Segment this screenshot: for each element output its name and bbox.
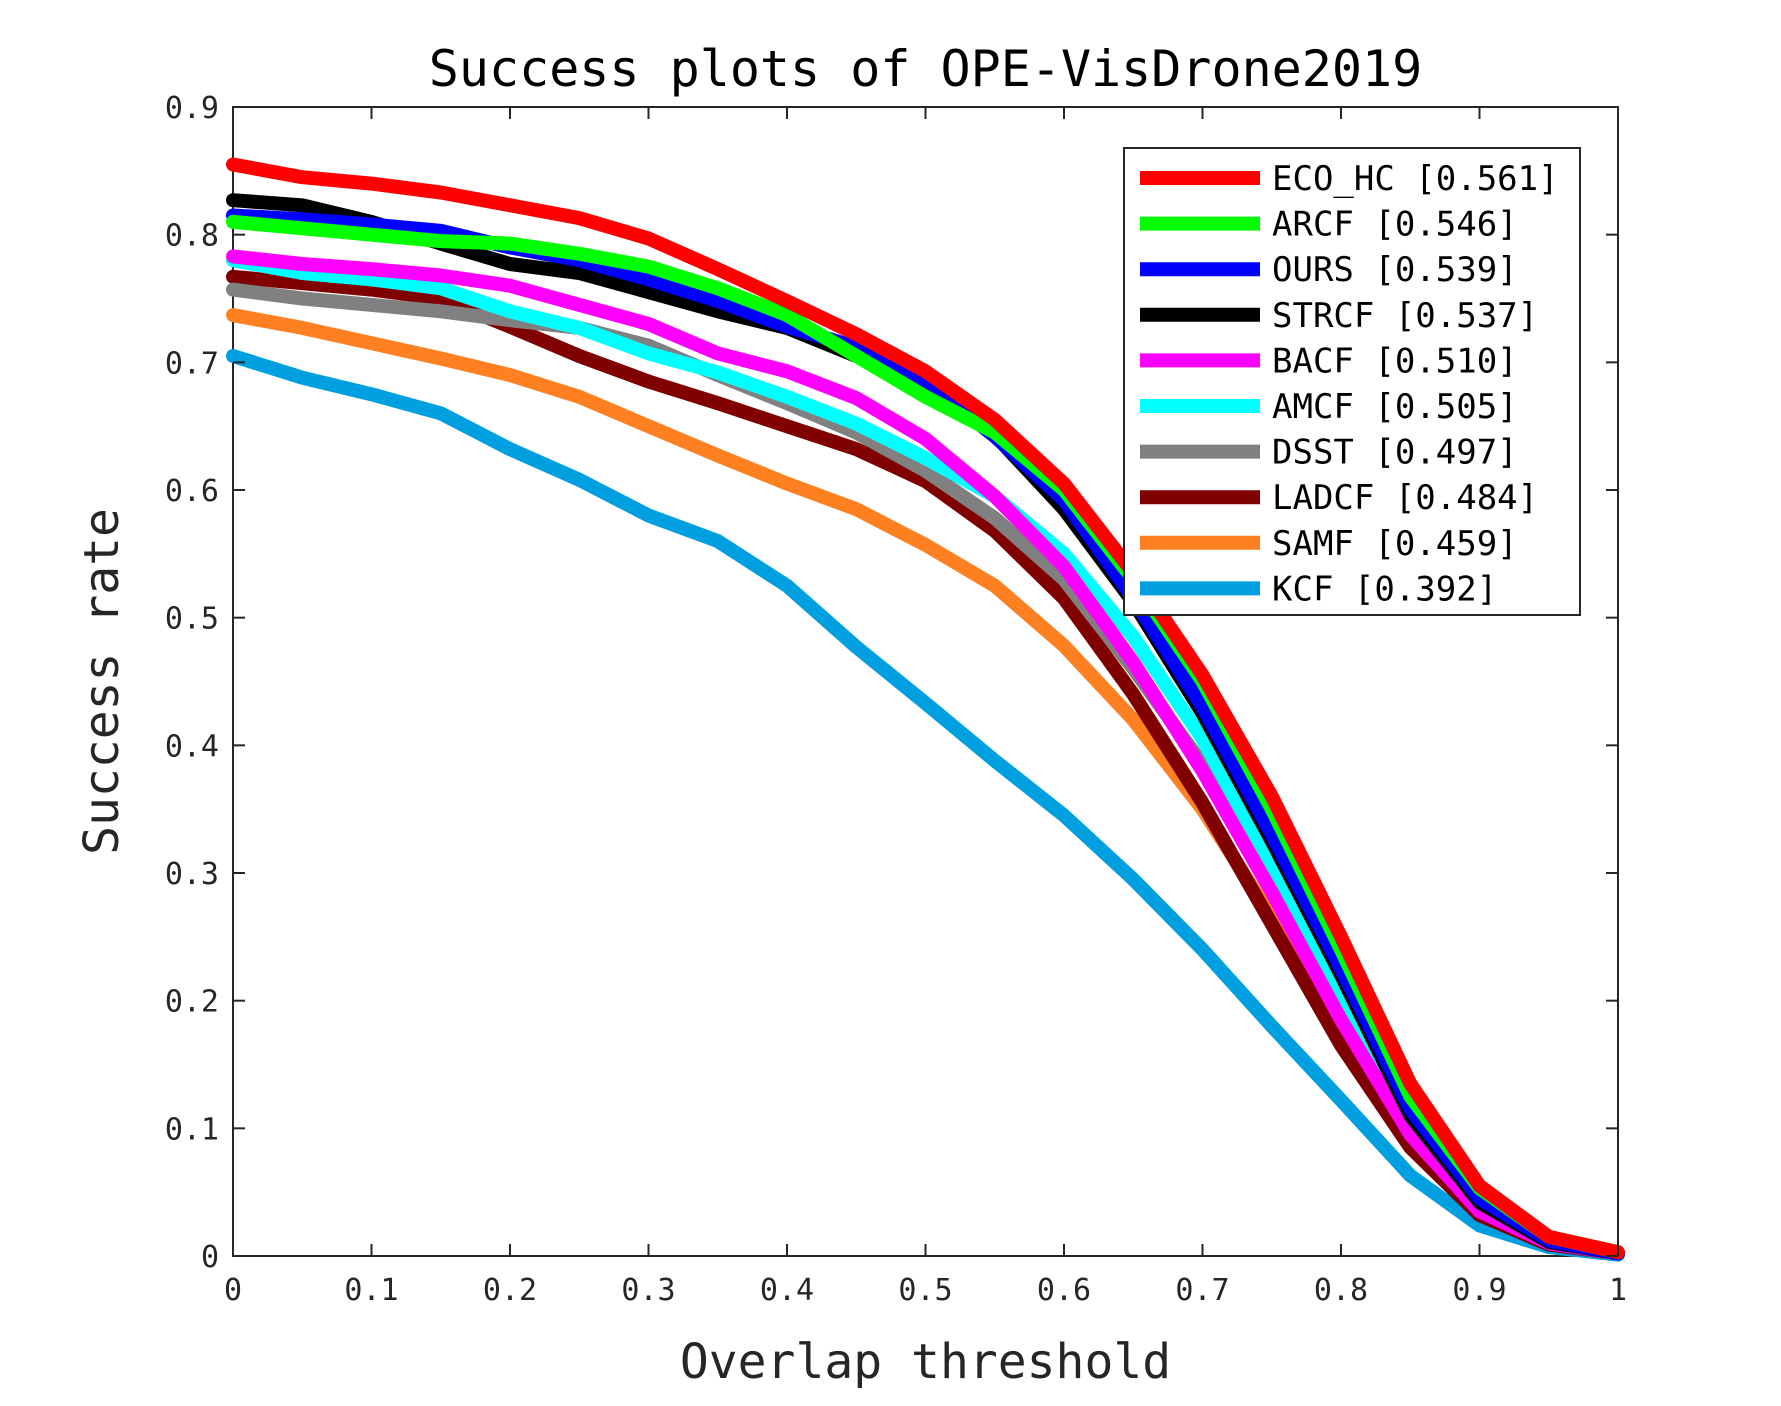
- y-tick-label: 0.4: [165, 729, 219, 764]
- y-tick-label: 0.7: [165, 346, 219, 381]
- x-axis-label: Overlap threshold: [680, 1334, 1171, 1390]
- x-tick-label: 0: [224, 1273, 242, 1308]
- legend-label-ladcf: LADCF [0.484]: [1272, 478, 1538, 518]
- x-tick-label: 0.6: [1037, 1273, 1091, 1308]
- legend-label-amcf: AMCF [0.505]: [1272, 387, 1518, 427]
- legend-label-kcf: KCF [0.392]: [1272, 569, 1497, 609]
- y-tick-label: 0.2: [165, 985, 219, 1020]
- series-line-kcf: [226, 349, 1625, 1262]
- legend-label-ours: OURS [0.539]: [1272, 250, 1518, 290]
- y-tick-label: 0.6: [165, 474, 219, 509]
- x-tick-label: 0.8: [1314, 1273, 1368, 1308]
- legend: ECO_HC [0.561] ARCF [0.546] OURS [0.539] ST…: [1123, 147, 1581, 616]
- y-axis-label: Success rate: [74, 508, 130, 855]
- legend-label-bacf: BACF [0.510]: [1272, 341, 1518, 381]
- y-tick-label: 0: [201, 1240, 219, 1275]
- x-tick-label: 0.4: [760, 1273, 814, 1308]
- x-tick-label: 0.2: [483, 1273, 537, 1308]
- y-tick-label: 0.3: [165, 857, 219, 892]
- legend-label-eco-hc: ECO_HC [0.561]: [1272, 159, 1559, 199]
- series-layer: [226, 157, 1625, 1262]
- x-tick-label: 0.3: [621, 1273, 675, 1308]
- series-line-eco-hc: [226, 157, 1625, 1260]
- x-axis-ticks: 0 0.1 0.2 0.3 0.4 0.5 0.6 0.7 0.8 0.9 1: [224, 107, 1627, 1308]
- x-tick-label: 1: [1609, 1273, 1627, 1308]
- legend-label-dsst: DSST [0.497]: [1272, 433, 1518, 473]
- y-tick-label: 0.8: [165, 219, 219, 254]
- legend-label-arcf: ARCF [0.546]: [1272, 205, 1518, 245]
- chart-title: Success plots of OPE-VisDrone2019: [429, 40, 1422, 98]
- legend-entries: ECO_HC [0.561] ARCF [0.546] OURS [0.539] ST…: [1140, 159, 1559, 609]
- legend-label-samf: SAMF [0.459]: [1272, 524, 1518, 564]
- series-line-bacf: [226, 249, 1625, 1261]
- x-tick-label: 0.5: [898, 1273, 952, 1308]
- y-tick-label: 0.9: [165, 91, 219, 126]
- y-tick-label: 0.5: [165, 602, 219, 637]
- x-tick-label: 0.1: [344, 1273, 398, 1308]
- x-tick-label: 0.7: [1175, 1273, 1229, 1308]
- y-axis-ticks: 0 0.1 0.2 0.3 0.4 0.5 0.6 0.7 0.8 0.9: [165, 91, 1618, 1275]
- legend-label-strcf: STRCF [0.537]: [1272, 296, 1538, 336]
- x-tick-label: 0.9: [1452, 1273, 1506, 1308]
- y-tick-label: 0.1: [165, 1112, 219, 1147]
